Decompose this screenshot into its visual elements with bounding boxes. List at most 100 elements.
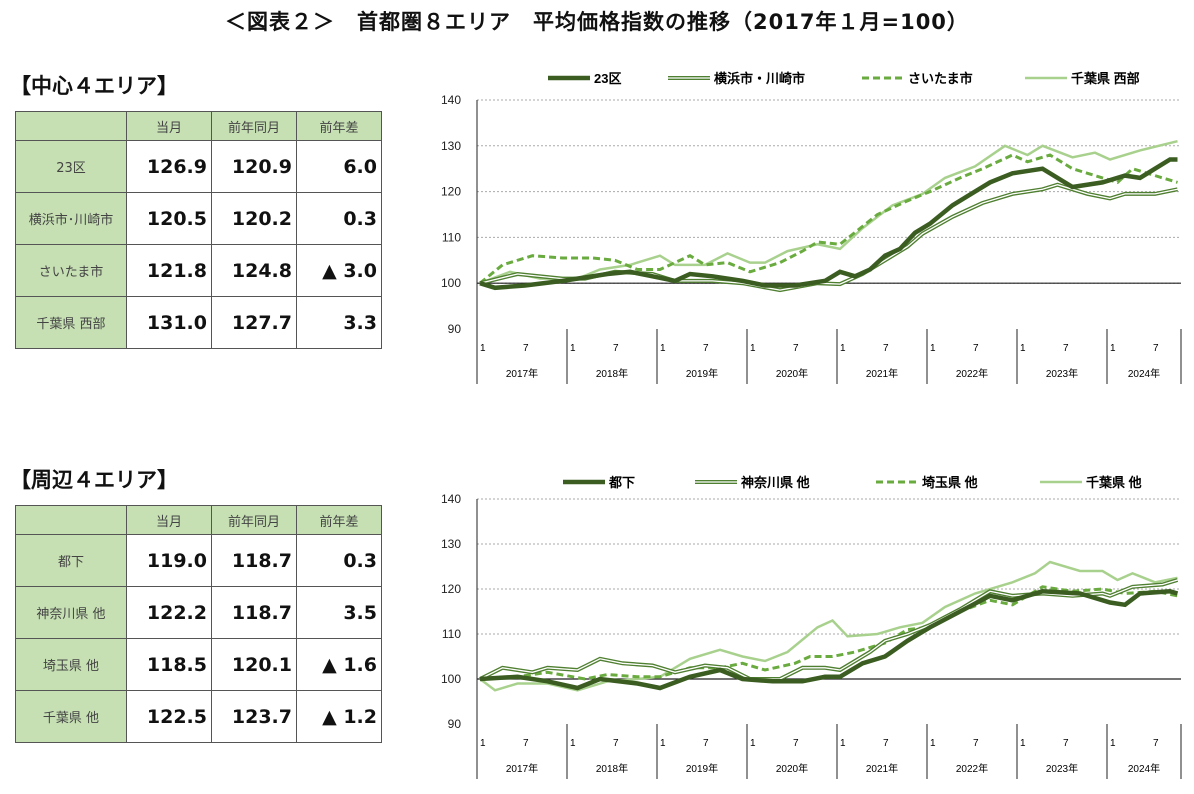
row-label: 千葉県 他 bbox=[15, 690, 127, 743]
y-tick-label: 140 bbox=[441, 93, 461, 107]
page-title: ＜図表２＞ 首都圏８エリア 平均価格指数の推移（2017年１月=100） bbox=[225, 10, 969, 34]
month-tick-label: 1 bbox=[570, 343, 576, 354]
table-row: 23区 126.9 120.9 6.0 bbox=[15, 140, 382, 193]
cell-diff: 3.3 bbox=[296, 296, 382, 349]
series-line-1 bbox=[479, 589, 1179, 691]
year-label: 2022年 bbox=[956, 762, 988, 775]
cell-diff: ▲ 3.0 bbox=[296, 244, 382, 297]
cell-diff: 0.3 bbox=[296, 192, 382, 245]
year-label: 2023年 bbox=[1046, 367, 1078, 380]
cell-prev: 120.2 bbox=[211, 192, 297, 245]
table-row: 神奈川県 他 122.2 118.7 3.5 bbox=[15, 586, 382, 639]
series-line-1 bbox=[479, 157, 1178, 291]
table-row: 都下 119.0 118.7 0.3 bbox=[15, 534, 382, 587]
cell-current: 131.0 bbox=[126, 296, 212, 349]
month-tick-label: 7 bbox=[883, 738, 889, 749]
y-tick-label: 120 bbox=[441, 582, 461, 596]
month-tick-label: 1 bbox=[930, 738, 936, 749]
col-diff: 前年差 bbox=[296, 505, 382, 535]
year-label: 2018年 bbox=[596, 367, 628, 380]
row-label: 神奈川県 他 bbox=[15, 586, 127, 639]
legend-label: 千葉県 西部 bbox=[1071, 71, 1140, 86]
cell-prev: 120.9 bbox=[211, 140, 297, 193]
month-tick-label: 1 bbox=[480, 343, 486, 354]
y-tick-label: 110 bbox=[442, 230, 461, 244]
y-tick-label: 110 bbox=[442, 627, 461, 641]
row-label: 都下 bbox=[15, 534, 127, 587]
row-label: 23区 bbox=[15, 140, 127, 193]
month-tick-label: 1 bbox=[930, 343, 936, 354]
year-label: 2019年 bbox=[686, 367, 718, 380]
month-tick-label: 7 bbox=[613, 738, 619, 749]
y-tick-label: 140 bbox=[441, 492, 461, 506]
month-tick-label: 7 bbox=[973, 738, 979, 749]
month-tick-label: 7 bbox=[883, 343, 889, 354]
month-tick-label: 1 bbox=[840, 738, 846, 749]
month-tick-label: 7 bbox=[793, 738, 799, 749]
cell-current: 122.5 bbox=[126, 690, 212, 743]
cell-diff: 3.5 bbox=[296, 586, 382, 639]
month-tick-label: 1 bbox=[570, 738, 576, 749]
month-tick-label: 1 bbox=[660, 738, 666, 749]
table-header: 当月 前年同月 前年差 bbox=[15, 505, 382, 535]
cell-current: 118.5 bbox=[126, 638, 212, 691]
section-heading-peripheral: 【周辺４エリア】 bbox=[10, 468, 178, 492]
table-header: 当月 前年同月 前年差 bbox=[15, 111, 382, 141]
cell-current: 126.9 bbox=[126, 140, 212, 193]
month-tick-label: 7 bbox=[1063, 738, 1069, 749]
year-label: 2017年 bbox=[506, 762, 538, 775]
legend-label: さいたま市 bbox=[908, 71, 973, 86]
month-tick-label: 7 bbox=[1153, 738, 1159, 749]
table-row: 横浜市･川崎市 120.5 120.2 0.3 bbox=[15, 192, 382, 245]
y-tick-label: 100 bbox=[441, 276, 461, 290]
year-label: 2020年 bbox=[776, 367, 808, 380]
row-label: 埼玉県 他 bbox=[15, 638, 127, 691]
row-label: 千葉県 西部 bbox=[15, 296, 127, 349]
month-tick-label: 1 bbox=[840, 343, 846, 354]
table-row: 千葉県 西部 131.0 127.7 3.3 bbox=[15, 296, 382, 349]
month-tick-label: 1 bbox=[660, 343, 666, 354]
y-tick-label: 120 bbox=[441, 185, 461, 199]
cell-diff: 0.3 bbox=[296, 534, 382, 587]
y-tick-label: 130 bbox=[441, 139, 461, 153]
legend-label: 都下 bbox=[608, 475, 635, 490]
month-tick-label: 7 bbox=[703, 343, 709, 354]
year-label: 2020年 bbox=[776, 762, 808, 775]
cell-prev: 118.7 bbox=[211, 534, 297, 587]
y-tick-label: 90 bbox=[448, 322, 462, 336]
y-tick-label: 100 bbox=[441, 672, 461, 686]
month-tick-label: 7 bbox=[973, 343, 979, 354]
table-row: 千葉県 他 122.5 123.7 ▲ 1.2 bbox=[15, 690, 382, 743]
col-prev: 前年同月 bbox=[211, 505, 297, 535]
month-tick-label: 7 bbox=[523, 343, 529, 354]
cell-prev: 127.7 bbox=[211, 296, 297, 349]
month-tick-label: 1 bbox=[750, 343, 756, 354]
cell-diff: ▲ 1.6 bbox=[296, 638, 382, 691]
table-central: 当月 前年同月 前年差 23区 126.9 120.9 6.0 横浜市･川崎市 120.5 1… bbox=[15, 111, 382, 349]
cell-prev: 120.1 bbox=[211, 638, 297, 691]
y-tick-label: 90 bbox=[448, 717, 462, 731]
year-label: 2024年 bbox=[1128, 762, 1160, 775]
series-line-4 bbox=[479, 139, 1178, 285]
legend-label: 横浜市・川崎市 bbox=[714, 71, 805, 86]
month-tick-label: 1 bbox=[1110, 738, 1116, 749]
cell-diff: ▲ 1.2 bbox=[296, 690, 382, 743]
month-tick-label: 7 bbox=[1063, 343, 1069, 354]
month-tick-label: 7 bbox=[613, 343, 619, 354]
row-label: 横浜市･川崎市 bbox=[15, 192, 127, 245]
month-tick-label: 1 bbox=[750, 738, 756, 749]
series-line-3 bbox=[479, 585, 1178, 681]
section-heading-central: 【中心４エリア】 bbox=[10, 74, 178, 98]
month-tick-label: 7 bbox=[703, 738, 709, 749]
year-label: 2023年 bbox=[1046, 762, 1078, 775]
month-tick-label: 1 bbox=[1110, 343, 1116, 354]
row-label: さいたま市 bbox=[15, 244, 127, 297]
col-diff: 前年差 bbox=[296, 111, 382, 141]
series-line-3 bbox=[479, 153, 1178, 285]
month-tick-label: 7 bbox=[1153, 343, 1159, 354]
year-label: 2024年 bbox=[1128, 367, 1160, 380]
month-tick-label: 7 bbox=[793, 343, 799, 354]
